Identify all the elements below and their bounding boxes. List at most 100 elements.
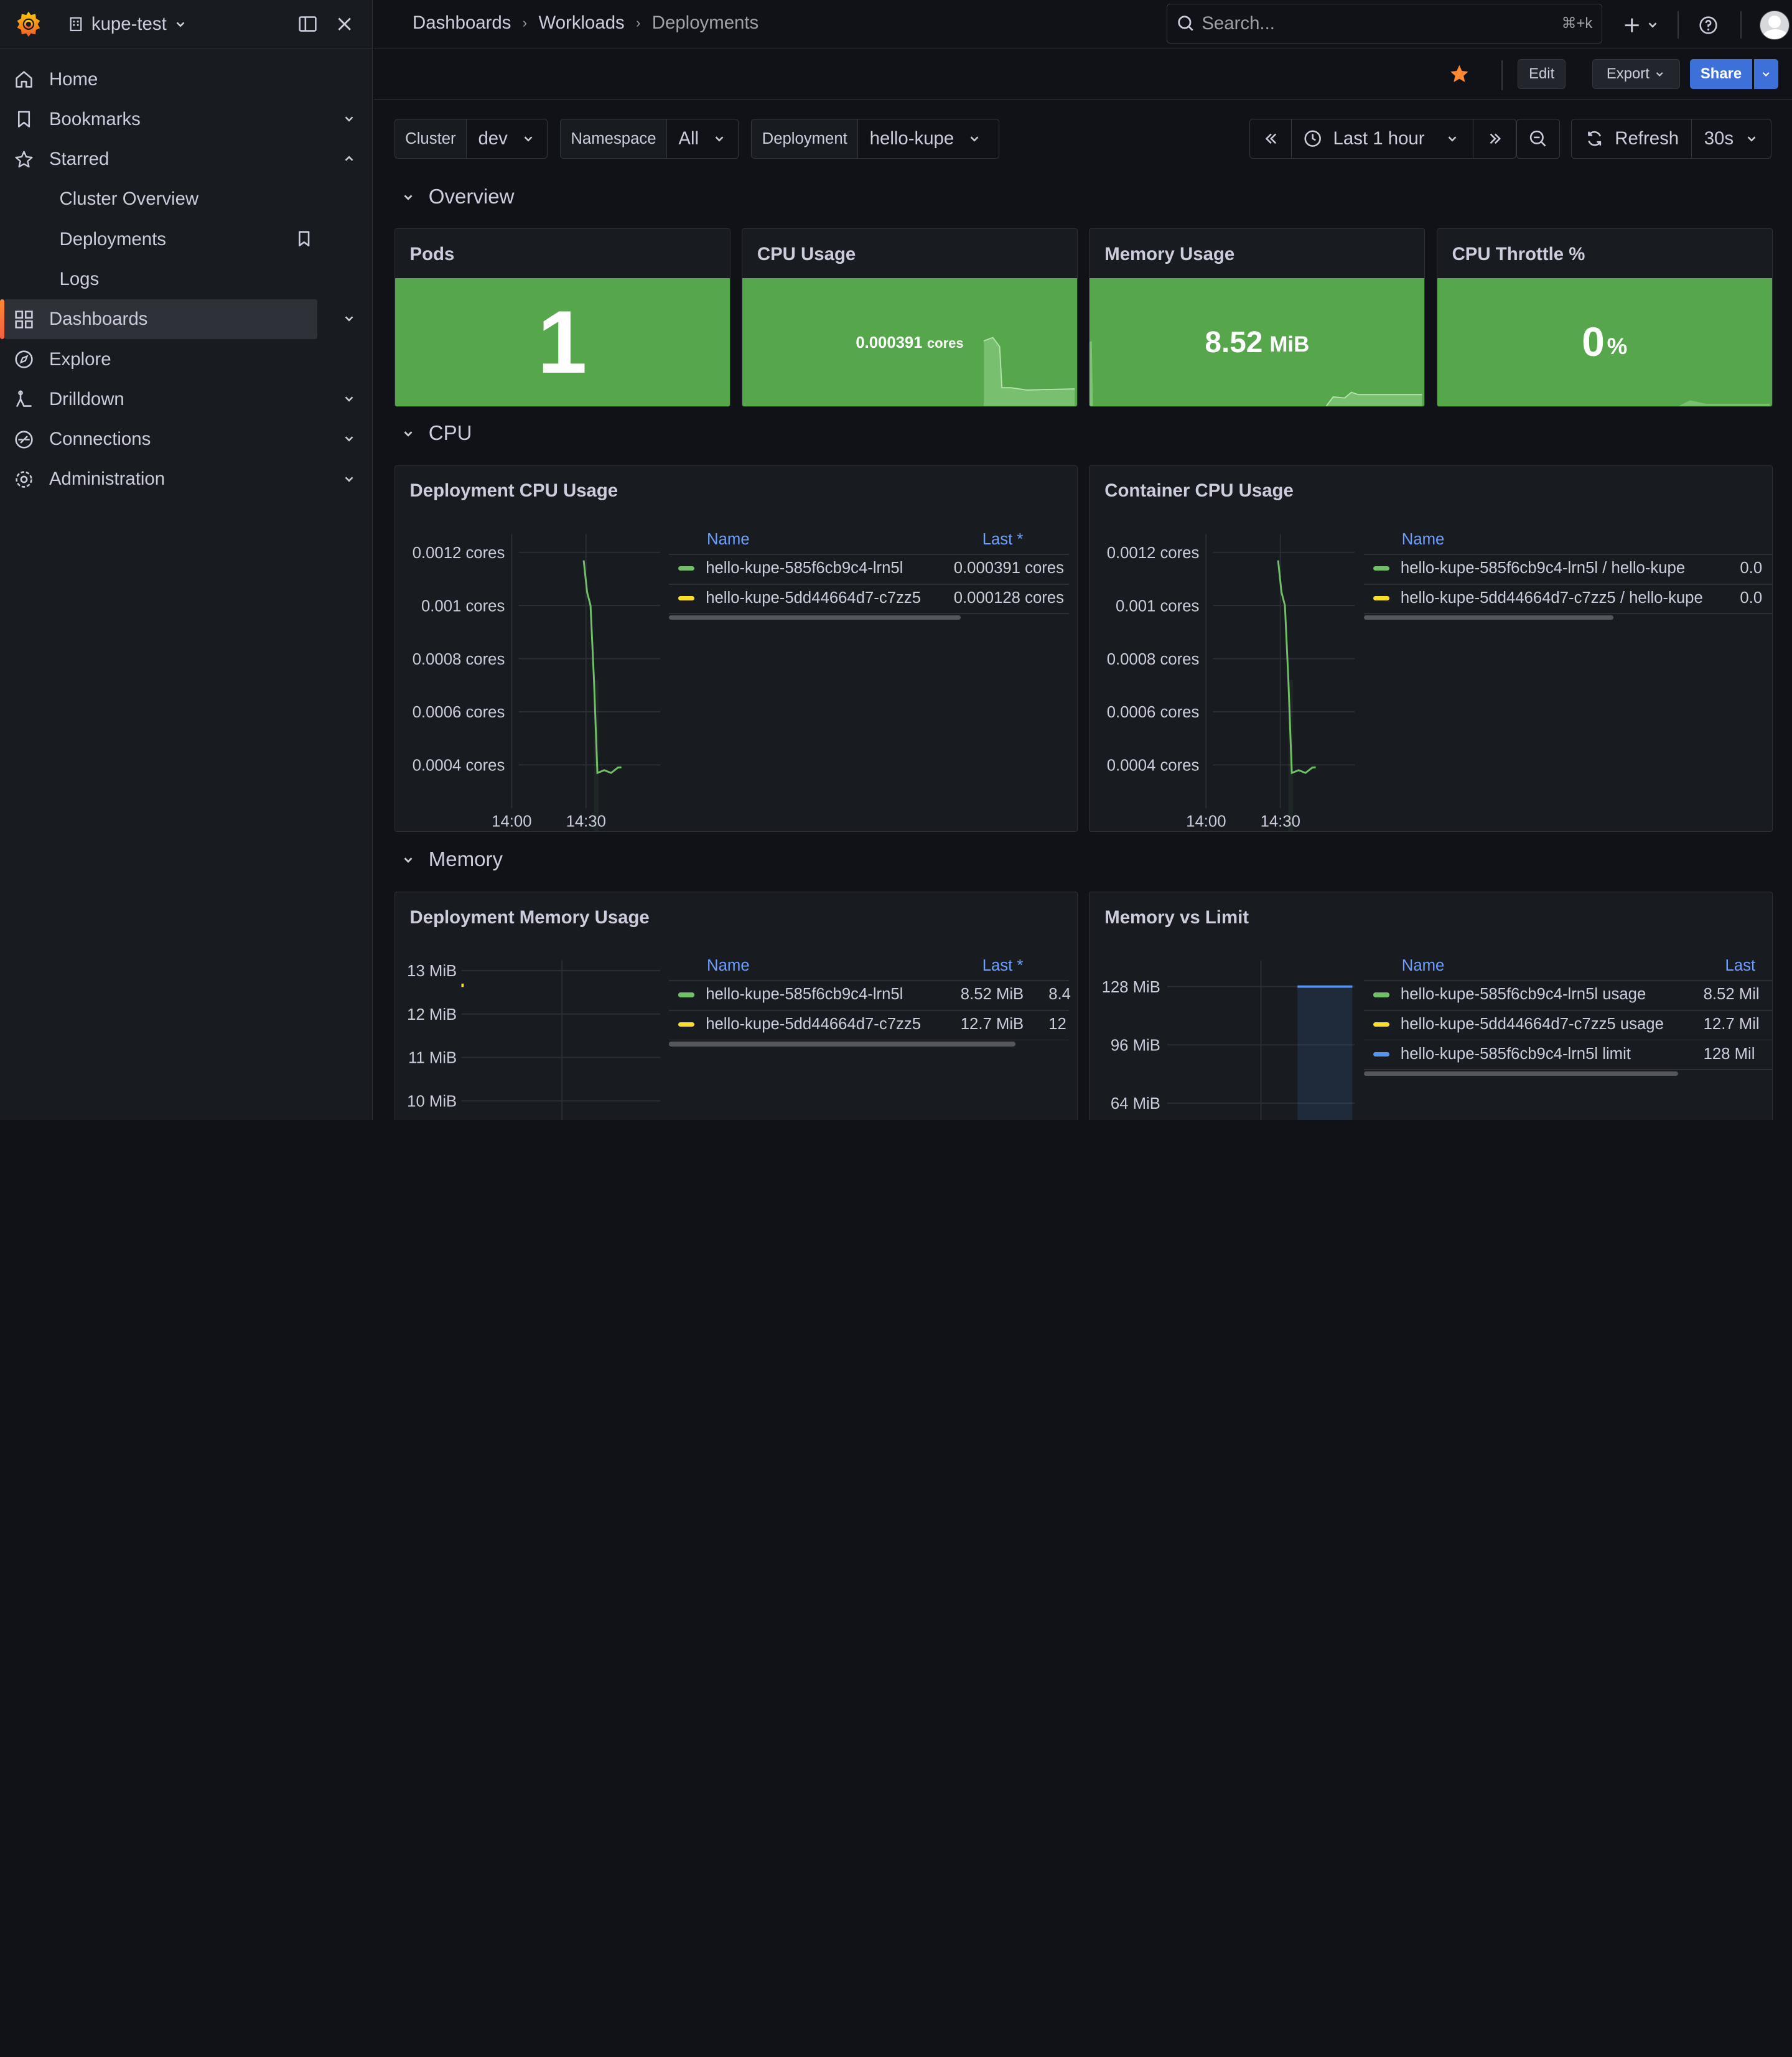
breadcrumb-separator-icon: › <box>636 15 641 31</box>
legend-row[interactable]: hello-kupe-5dd44664d7-c7zz5 / hello-kupe… <box>1364 584 1762 613</box>
chevron-down-icon[interactable] <box>342 112 356 126</box>
refresh-interval-label: 30s <box>1704 128 1734 149</box>
search-input[interactable]: Search... ⌘+k <box>1167 3 1603 44</box>
zoom-out-button[interactable] <box>1516 119 1561 159</box>
export-button[interactable]: Export <box>1592 59 1680 90</box>
nav-item-explore[interactable]: Explore <box>0 339 372 379</box>
stat-panel-cpu-throttle[interactable]: CPU Throttle % 0% <box>1436 228 1773 407</box>
stat-number: 0.000391 <box>856 334 923 352</box>
nav-label: Administration <box>49 469 166 490</box>
variable-namespace[interactable]: Namespace All <box>559 119 739 159</box>
legend-header-last[interactable]: Last * <box>982 531 1024 549</box>
legend-header-name[interactable]: Name <box>1401 957 1445 975</box>
dock-menu-button[interactable] <box>294 11 322 38</box>
row-title: CPU <box>428 421 472 445</box>
time-shift-back-button[interactable] <box>1249 119 1293 159</box>
stat-panel-cpu-usage[interactable]: CPU Usage 0.000391 cores <box>742 228 1078 407</box>
variable-value[interactable]: hello-kupe <box>858 119 999 159</box>
variable-cluster[interactable]: Cluster dev <box>394 119 548 159</box>
chevron-down-icon[interactable] <box>342 432 356 445</box>
legend-row[interactable]: hello-kupe-585f6cb9c4-lrn5l / hello-kupe… <box>1364 554 1762 584</box>
new-button[interactable] <box>1623 16 1668 34</box>
share-dropdown-button[interactable] <box>1754 59 1778 90</box>
nav-label: Drilldown <box>49 388 124 409</box>
chevron-down-icon <box>404 431 413 437</box>
legend-header-name[interactable]: Name <box>707 957 750 975</box>
legend-series-name: hello-kupe-585f6cb9c4-lrn5l <box>706 986 903 1004</box>
variable-deployment[interactable]: Deployment hello-kupe <box>751 119 1000 159</box>
legend-header-last[interactable]: Last * <box>982 957 1024 975</box>
connections-icon <box>15 431 33 449</box>
row-header-memory[interactable]: Memory <box>401 848 503 872</box>
time-range-picker[interactable]: Last 1 hour <box>1291 119 1475 159</box>
y-tick-label: 0.0004 cores <box>1107 757 1200 775</box>
chevron-down-icon[interactable] <box>342 472 356 486</box>
org-switcher[interactable]: kupe-test <box>68 14 187 35</box>
star-filled-icon[interactable] <box>1448 63 1471 86</box>
nav-item-connections[interactable]: Connections <box>0 419 372 459</box>
panel-deployment-cpu-usage[interactable]: Deployment CPU Usage 0.0012 cores 0.001 c… <box>394 465 1078 833</box>
stat-panel-memory-usage[interactable]: Memory Usage 8.52 MiB <box>1089 228 1426 407</box>
starred-item-cluster-overview[interactable]: Cluster Overview <box>0 179 372 219</box>
row-header-overview[interactable]: Overview <box>401 185 514 209</box>
bookmark-icon[interactable] <box>295 230 313 248</box>
refresh-interval-picker[interactable]: 30s <box>1691 119 1771 159</box>
y-tick-label: 11 MiB <box>408 1050 457 1067</box>
avatar[interactable] <box>1760 10 1790 40</box>
time-shift-forward-button[interactable] <box>1473 119 1517 159</box>
panel-title: Memory Usage <box>1104 244 1235 265</box>
y-tick-label: 96 MiB <box>1111 1037 1160 1055</box>
panel-deployment-memory-usage[interactable]: Deployment Memory Usage 13 MiB 12 MiB 11 M… <box>394 891 1078 1120</box>
starred-item-deployments[interactable]: Deployments <box>0 220 372 259</box>
legend-row[interactable]: hello-kupe-585f6cb9c4-lrn5l limit 128 Mi… <box>1364 1040 1755 1070</box>
close-menu-button[interactable] <box>331 11 358 38</box>
nav-item-drilldown[interactable]: Drilldown <box>0 380 372 419</box>
help-button[interactable] <box>1695 11 1722 39</box>
chevron-down-icon[interactable] <box>342 312 356 325</box>
stat-background: 0% <box>1437 278 1772 406</box>
chevron-down-icon <box>1763 72 1770 77</box>
chevron-down-icon[interactable] <box>342 392 356 406</box>
legend-last-value: 12.7 MiB <box>960 1015 1024 1033</box>
chevron-up-icon[interactable] <box>342 152 356 166</box>
nav-item-bookmarks[interactable]: Bookmarks <box>0 100 372 139</box>
stat-unit: % <box>1607 334 1628 360</box>
legend-row[interactable]: hello-kupe-5dd44664d7-c7zz5 usage 12.7 M… <box>1364 1010 1760 1040</box>
nav-item-dashboards[interactable]: Dashboards <box>0 299 353 340</box>
grafana-logo-icon[interactable] <box>14 9 44 39</box>
y-tick-label: 0.0012 cores <box>412 544 505 562</box>
legend-header-name[interactable]: Name <box>707 531 750 549</box>
horizontal-scrollbar[interactable] <box>1364 1071 1679 1076</box>
starred-item-logs[interactable]: Logs <box>0 259 372 299</box>
legend-row[interactable]: hello-kupe-5dd44664d7-c7zz5 12.7 MiB 12 <box>669 1010 1066 1040</box>
angle-double-right-icon <box>1490 133 1501 144</box>
series-color-swatch <box>678 595 694 601</box>
nav-item-starred[interactable]: Starred <box>0 139 372 179</box>
horizontal-scrollbar[interactable] <box>669 615 961 620</box>
divider <box>1678 11 1679 39</box>
horizontal-scrollbar[interactable] <box>669 1042 1015 1047</box>
variable-value[interactable]: dev <box>467 119 547 159</box>
row-header-cpu[interactable]: CPU <box>401 422 472 445</box>
refresh-button[interactable]: Refresh <box>1571 119 1693 159</box>
horizontal-scrollbar[interactable] <box>1364 615 1613 620</box>
legend-row[interactable]: hello-kupe-585f6cb9c4-lrn5l 0.000391 cor… <box>669 554 1064 584</box>
panel-title: Memory vs Limit <box>1104 907 1249 928</box>
breadcrumb-workloads[interactable]: Workloads <box>538 12 625 34</box>
stat-unit: cores <box>926 335 964 351</box>
legend-row[interactable]: hello-kupe-5dd44664d7-c7zz5 0.000128 cor… <box>669 584 1064 613</box>
breadcrumb-dashboards[interactable]: Dashboards <box>413 12 511 34</box>
legend-header-last[interactable]: Last <box>1725 957 1756 975</box>
legend-row[interactable]: hello-kupe-585f6cb9c4-lrn5l 8.52 MiB 8.4 <box>669 980 1071 1010</box>
nav-item-administration[interactable]: Administration <box>0 459 372 499</box>
edit-button[interactable]: Edit <box>1518 59 1566 90</box>
panel-container-cpu-usage[interactable]: Container CPU Usage 0.0012 cores 0.001 co… <box>1089 465 1773 833</box>
share-button[interactable]: Share <box>1690 59 1752 90</box>
panel-memory-vs-limit[interactable]: Memory vs Limit 128 MiB 96 MiB 64 MiB Name… <box>1089 891 1773 1120</box>
variable-value[interactable]: All <box>667 119 738 159</box>
legend-header-name[interactable]: Name <box>1401 531 1445 549</box>
angle-double-left-icon <box>1265 133 1276 144</box>
stat-panel-pods[interactable]: Pods 1 <box>394 228 730 407</box>
legend-row[interactable]: hello-kupe-585f6cb9c4-lrn5l usage 8.52 M… <box>1364 980 1760 1010</box>
nav-item-home[interactable]: Home <box>0 59 372 99</box>
